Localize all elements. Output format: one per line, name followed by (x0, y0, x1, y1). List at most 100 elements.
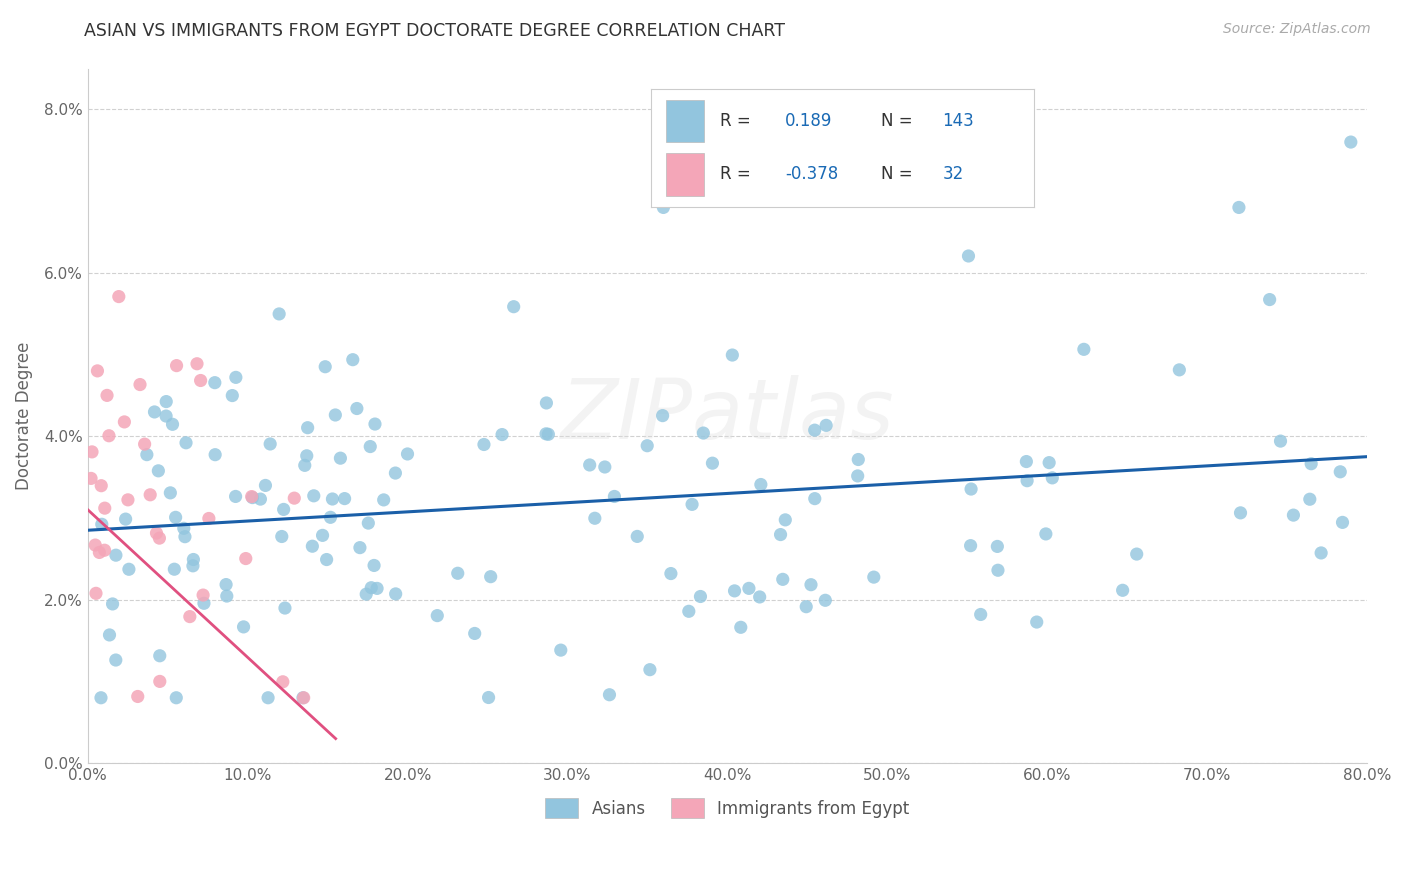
Point (464, 626, 486, 640)
Point (1301, 457, 1323, 471)
Point (1331, 516, 1354, 530)
Point (283, 491, 305, 505)
Point (960, 482, 983, 496)
Point (477, 690, 499, 705)
Point (1329, 465, 1351, 479)
Point (800, 577, 823, 591)
Point (134, 437, 156, 451)
Point (325, 408, 347, 422)
Point (1227, 201, 1250, 215)
Point (349, 541, 371, 555)
Point (846, 469, 869, 483)
Point (537, 427, 560, 442)
Point (80, 445, 103, 459)
Point (598, 688, 620, 702)
Point (749, 477, 772, 491)
Point (659, 566, 682, 581)
Point (314, 359, 336, 374)
Point (775, 513, 797, 527)
Point (274, 601, 297, 615)
Point (139, 488, 162, 502)
Point (155, 409, 177, 423)
Point (359, 440, 381, 454)
Point (959, 539, 981, 553)
Point (1310, 546, 1333, 560)
Point (145, 526, 167, 541)
Point (738, 582, 761, 596)
Point (678, 604, 700, 618)
Point (342, 352, 364, 367)
Point (96, 388, 118, 402)
Point (364, 417, 387, 431)
Point (215, 577, 238, 591)
Point (148, 464, 170, 478)
Point (198, 511, 221, 525)
Point (163, 562, 186, 576)
Point (181, 558, 204, 573)
Point (273, 502, 295, 516)
Point (769, 527, 792, 541)
Point (174, 530, 197, 544)
Point (104, 653, 127, 667)
Point (426, 608, 449, 623)
Y-axis label: Doctorate Degree: Doctorate Degree (15, 342, 32, 490)
Point (969, 607, 991, 622)
Point (259, 437, 281, 451)
Point (987, 563, 1010, 577)
Point (235, 551, 257, 566)
Point (269, 307, 291, 321)
Point (1270, 434, 1292, 449)
Point (702, 456, 724, 470)
Point (1015, 454, 1038, 468)
Point (1111, 583, 1133, 598)
Point (129, 377, 152, 392)
Point (814, 593, 837, 607)
Point (862, 570, 884, 584)
Point (652, 201, 675, 215)
Point (174, 435, 197, 450)
Point (357, 516, 380, 530)
Point (1040, 471, 1063, 485)
Point (249, 492, 271, 507)
Point (447, 566, 470, 581)
Point (90, 517, 112, 532)
Point (294, 458, 316, 473)
Point (1229, 506, 1251, 520)
Point (94, 501, 117, 516)
Point (80, 471, 103, 485)
Point (366, 582, 388, 596)
Point (384, 466, 406, 480)
Point (295, 449, 318, 463)
Point (721, 348, 744, 362)
Point (84, 586, 107, 600)
Point (186, 357, 208, 371)
Point (550, 643, 572, 657)
Point (1299, 492, 1322, 507)
Point (723, 583, 745, 598)
Point (1038, 456, 1060, 470)
Point (373, 492, 395, 507)
Point (354, 587, 377, 601)
Point (270, 529, 292, 543)
Point (90, 690, 112, 705)
Point (593, 460, 616, 475)
Point (772, 572, 794, 586)
Point (803, 423, 825, 437)
Point (536, 396, 558, 410)
Point (232, 620, 254, 634)
Point (291, 690, 314, 705)
Point (190, 374, 212, 388)
Point (636, 439, 658, 453)
Point (225, 490, 247, 504)
Point (221, 388, 243, 402)
Point (297, 420, 319, 434)
Point (578, 458, 600, 472)
Point (90, 479, 112, 493)
Point (302, 489, 325, 503)
Point (179, 609, 201, 624)
Point (162, 417, 184, 432)
Point (681, 497, 703, 511)
Point (396, 447, 419, 461)
Point (626, 529, 648, 543)
Point (127, 690, 149, 704)
